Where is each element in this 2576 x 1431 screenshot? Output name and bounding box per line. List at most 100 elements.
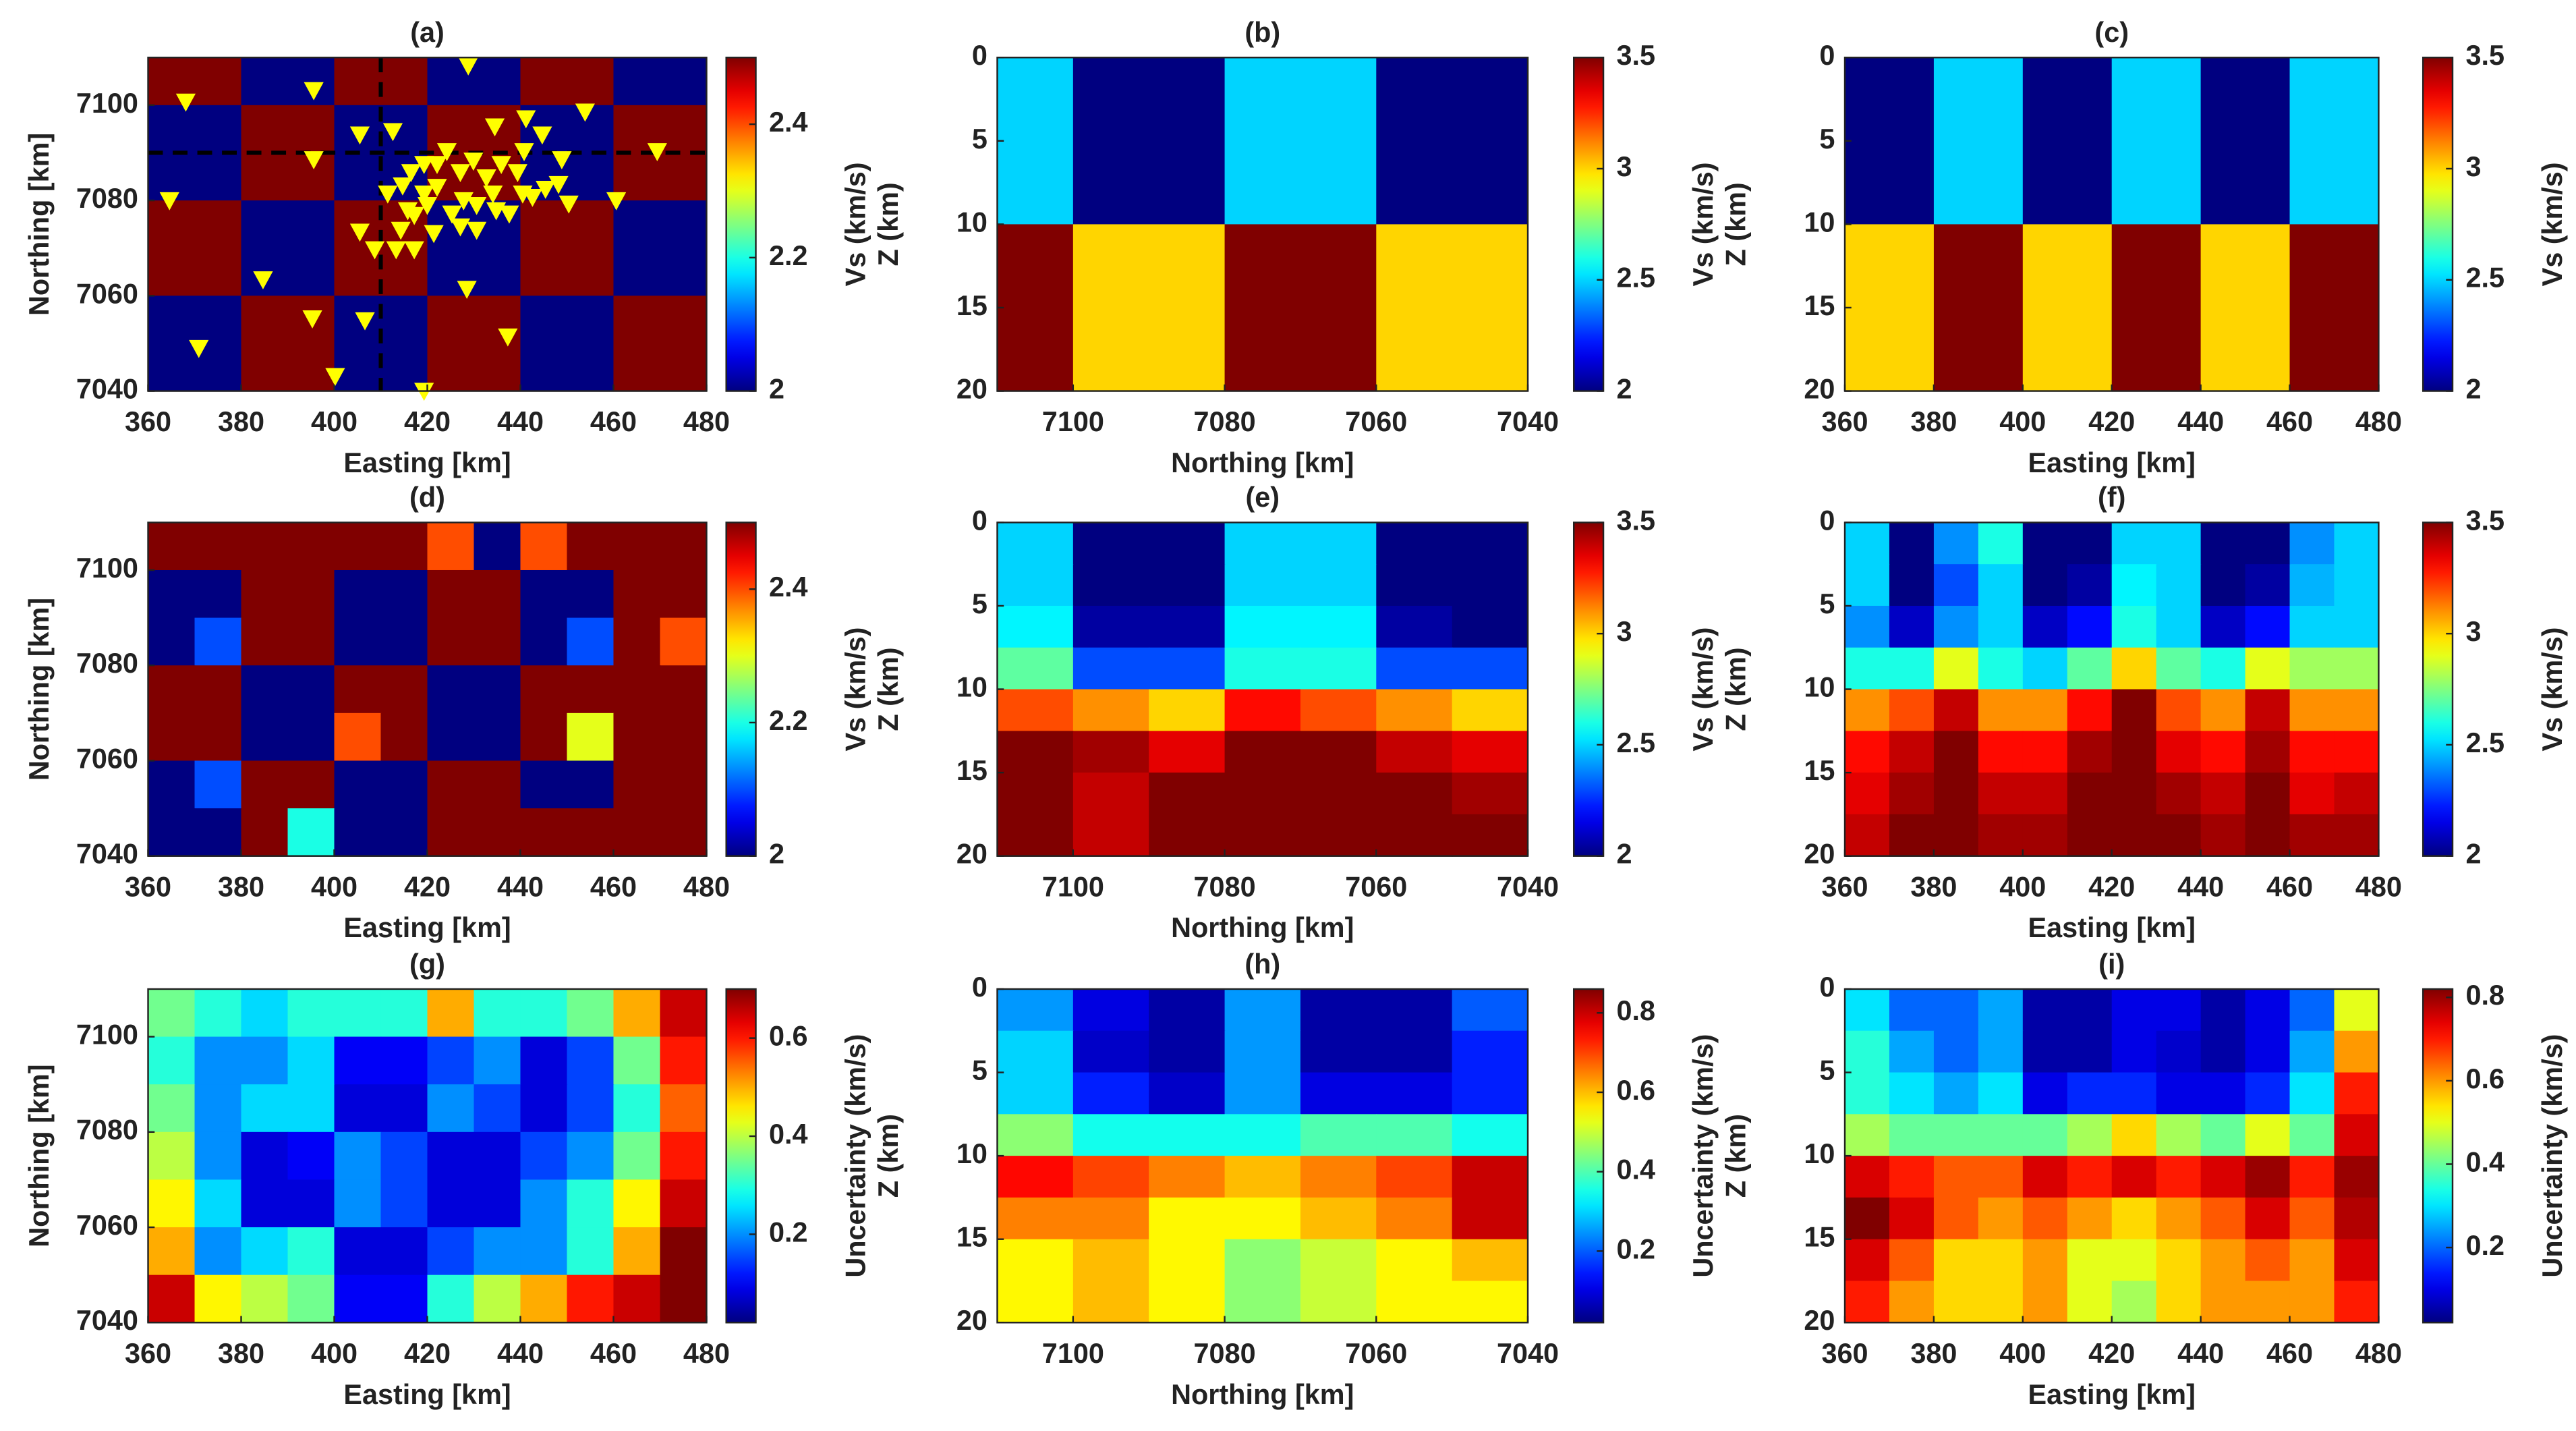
cell xyxy=(1072,1239,1150,1282)
cell xyxy=(2289,988,2335,1032)
cell xyxy=(474,712,521,762)
cell xyxy=(2200,564,2246,607)
station xyxy=(325,368,345,387)
y-tick-label: 7060 xyxy=(76,743,138,774)
cell xyxy=(1072,224,1226,392)
cell xyxy=(1300,522,1377,565)
cell xyxy=(2022,814,2068,857)
cell xyxy=(1933,689,1979,732)
cell xyxy=(613,57,708,106)
cell xyxy=(2156,1114,2202,1157)
cell xyxy=(334,617,382,667)
cell xyxy=(660,1274,708,1324)
cell xyxy=(660,712,708,762)
colorbar-tick-label: 0.4 xyxy=(769,1119,808,1150)
cell xyxy=(287,988,335,1038)
cell xyxy=(334,1179,382,1229)
cell xyxy=(194,808,242,857)
x-tick-label: 7060 xyxy=(1345,871,1407,902)
cell xyxy=(2022,1197,2068,1240)
y-tick-label: 15 xyxy=(956,1222,988,1253)
station xyxy=(486,202,507,221)
cell xyxy=(1845,564,1890,607)
station xyxy=(386,241,406,260)
cell xyxy=(2022,1114,2068,1157)
cell xyxy=(334,808,382,857)
y-tick-label: 7100 xyxy=(76,88,138,119)
cell xyxy=(241,1036,289,1086)
cell xyxy=(1224,814,1301,857)
cell xyxy=(474,617,521,667)
x-tick-label: 460 xyxy=(2266,1338,2313,1369)
cell xyxy=(567,1036,614,1086)
cell xyxy=(287,1179,335,1229)
cell xyxy=(2156,731,2202,774)
colorbar-tick-label: 0.2 xyxy=(769,1216,808,1247)
cell xyxy=(1452,689,1529,732)
station xyxy=(302,310,322,329)
cell xyxy=(2067,814,2113,857)
x-tick-label: 7100 xyxy=(1042,871,1104,902)
y-tick-label: 15 xyxy=(956,755,988,786)
colorbar-tick-label: 2.2 xyxy=(769,240,808,271)
x-tick-label: 400 xyxy=(1999,1338,2046,1369)
cell xyxy=(148,569,196,619)
station xyxy=(189,339,209,358)
station xyxy=(552,151,572,169)
cell xyxy=(241,988,289,1038)
colorbar-tick-label: 2.4 xyxy=(769,107,808,138)
cell xyxy=(1072,1281,1150,1324)
cell xyxy=(660,617,708,667)
cell xyxy=(2156,689,2202,732)
colorbar-tick-label: 0.6 xyxy=(1617,1075,1656,1106)
x-axis-label: Easting [km] xyxy=(343,1379,511,1410)
cell xyxy=(2334,1072,2380,1115)
cell xyxy=(1889,731,1935,774)
cell xyxy=(520,1084,568,1133)
cell xyxy=(1889,1197,1935,1240)
cell xyxy=(334,1084,382,1133)
cell xyxy=(660,1179,708,1229)
y-axis-label: Z (km) xyxy=(1721,1114,1752,1198)
cell xyxy=(1933,522,1979,565)
cell xyxy=(2111,1156,2157,1198)
station xyxy=(304,82,324,101)
cell xyxy=(1149,605,1226,648)
cell xyxy=(2067,522,2113,565)
cell xyxy=(567,1131,614,1181)
cell xyxy=(427,712,475,762)
cell xyxy=(2289,773,2335,815)
cell xyxy=(2111,1114,2157,1157)
cell xyxy=(2200,647,2246,690)
x-tick-label: 400 xyxy=(311,871,357,902)
y-axis-label: Z (km) xyxy=(873,647,904,731)
cell xyxy=(1978,1114,2024,1157)
cell xyxy=(1933,564,1979,607)
cell xyxy=(1224,1197,1301,1240)
cell xyxy=(148,760,196,810)
cell xyxy=(997,1239,1074,1282)
cell xyxy=(148,712,196,762)
cell xyxy=(241,522,289,571)
cell xyxy=(2289,731,2335,774)
y-tick-label: 15 xyxy=(1804,755,1835,786)
cell xyxy=(2111,1281,2157,1324)
x-tick-label: 360 xyxy=(125,406,171,437)
x-tick-label: 440 xyxy=(497,406,544,437)
cell xyxy=(1149,647,1226,690)
cell xyxy=(2022,647,2068,690)
cell xyxy=(1376,1030,1453,1073)
cell xyxy=(520,57,614,106)
y-tick-label: 5 xyxy=(972,588,988,619)
cell xyxy=(660,1227,708,1276)
cell xyxy=(2289,1197,2335,1240)
cell xyxy=(1300,564,1377,607)
cell xyxy=(1224,224,1377,392)
x-tick-label: 400 xyxy=(311,1338,357,1369)
x-axis-label: Easting [km] xyxy=(343,447,511,478)
cell xyxy=(1845,1156,1890,1198)
cell xyxy=(660,1036,708,1086)
cell xyxy=(241,296,335,392)
cell xyxy=(997,1281,1074,1324)
cell xyxy=(334,1036,382,1086)
